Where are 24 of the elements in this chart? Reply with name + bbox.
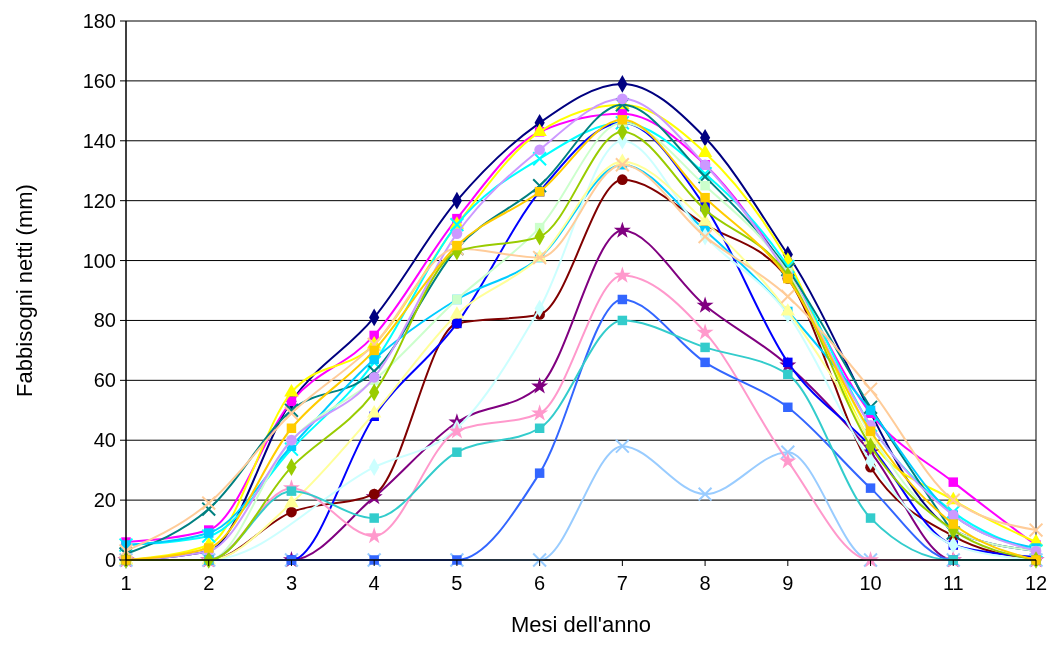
x-tick-label: 10 (859, 572, 882, 594)
y-tick-label: 40 (93, 429, 116, 452)
x-tick-label: 1 (120, 572, 132, 594)
y-tick-label: 0 (104, 549, 116, 571)
x-tick-label: 3 (285, 572, 298, 594)
x-tick-label: 12 (1024, 572, 1048, 594)
x-tick-label: 6 (534, 572, 546, 594)
y-tick-label: 100 (82, 249, 116, 272)
y-tick-label: 60 (93, 369, 116, 392)
y-tick-label: 80 (93, 309, 116, 332)
y-tick-label: 120 (82, 189, 116, 212)
x-tick-label: 2 (203, 572, 215, 594)
x-tick-label: 4 (368, 572, 380, 594)
x-tick-label: 5 (451, 572, 463, 594)
x-axis-title: Mesi dell'anno (511, 612, 651, 637)
y-axis-title: Fabbisogni netti (mm) (12, 184, 37, 397)
x-tick-label: 9 (782, 572, 794, 594)
y-tick-label: 160 (82, 69, 116, 92)
x-tick-label: 8 (699, 572, 711, 594)
x-tick-label: 11 (942, 572, 964, 594)
y-tick-label: 180 (82, 10, 116, 32)
x-tick-label: 7 (616, 572, 628, 594)
y-tick-label: 20 (93, 489, 116, 512)
y-tick-label: 140 (82, 129, 116, 152)
